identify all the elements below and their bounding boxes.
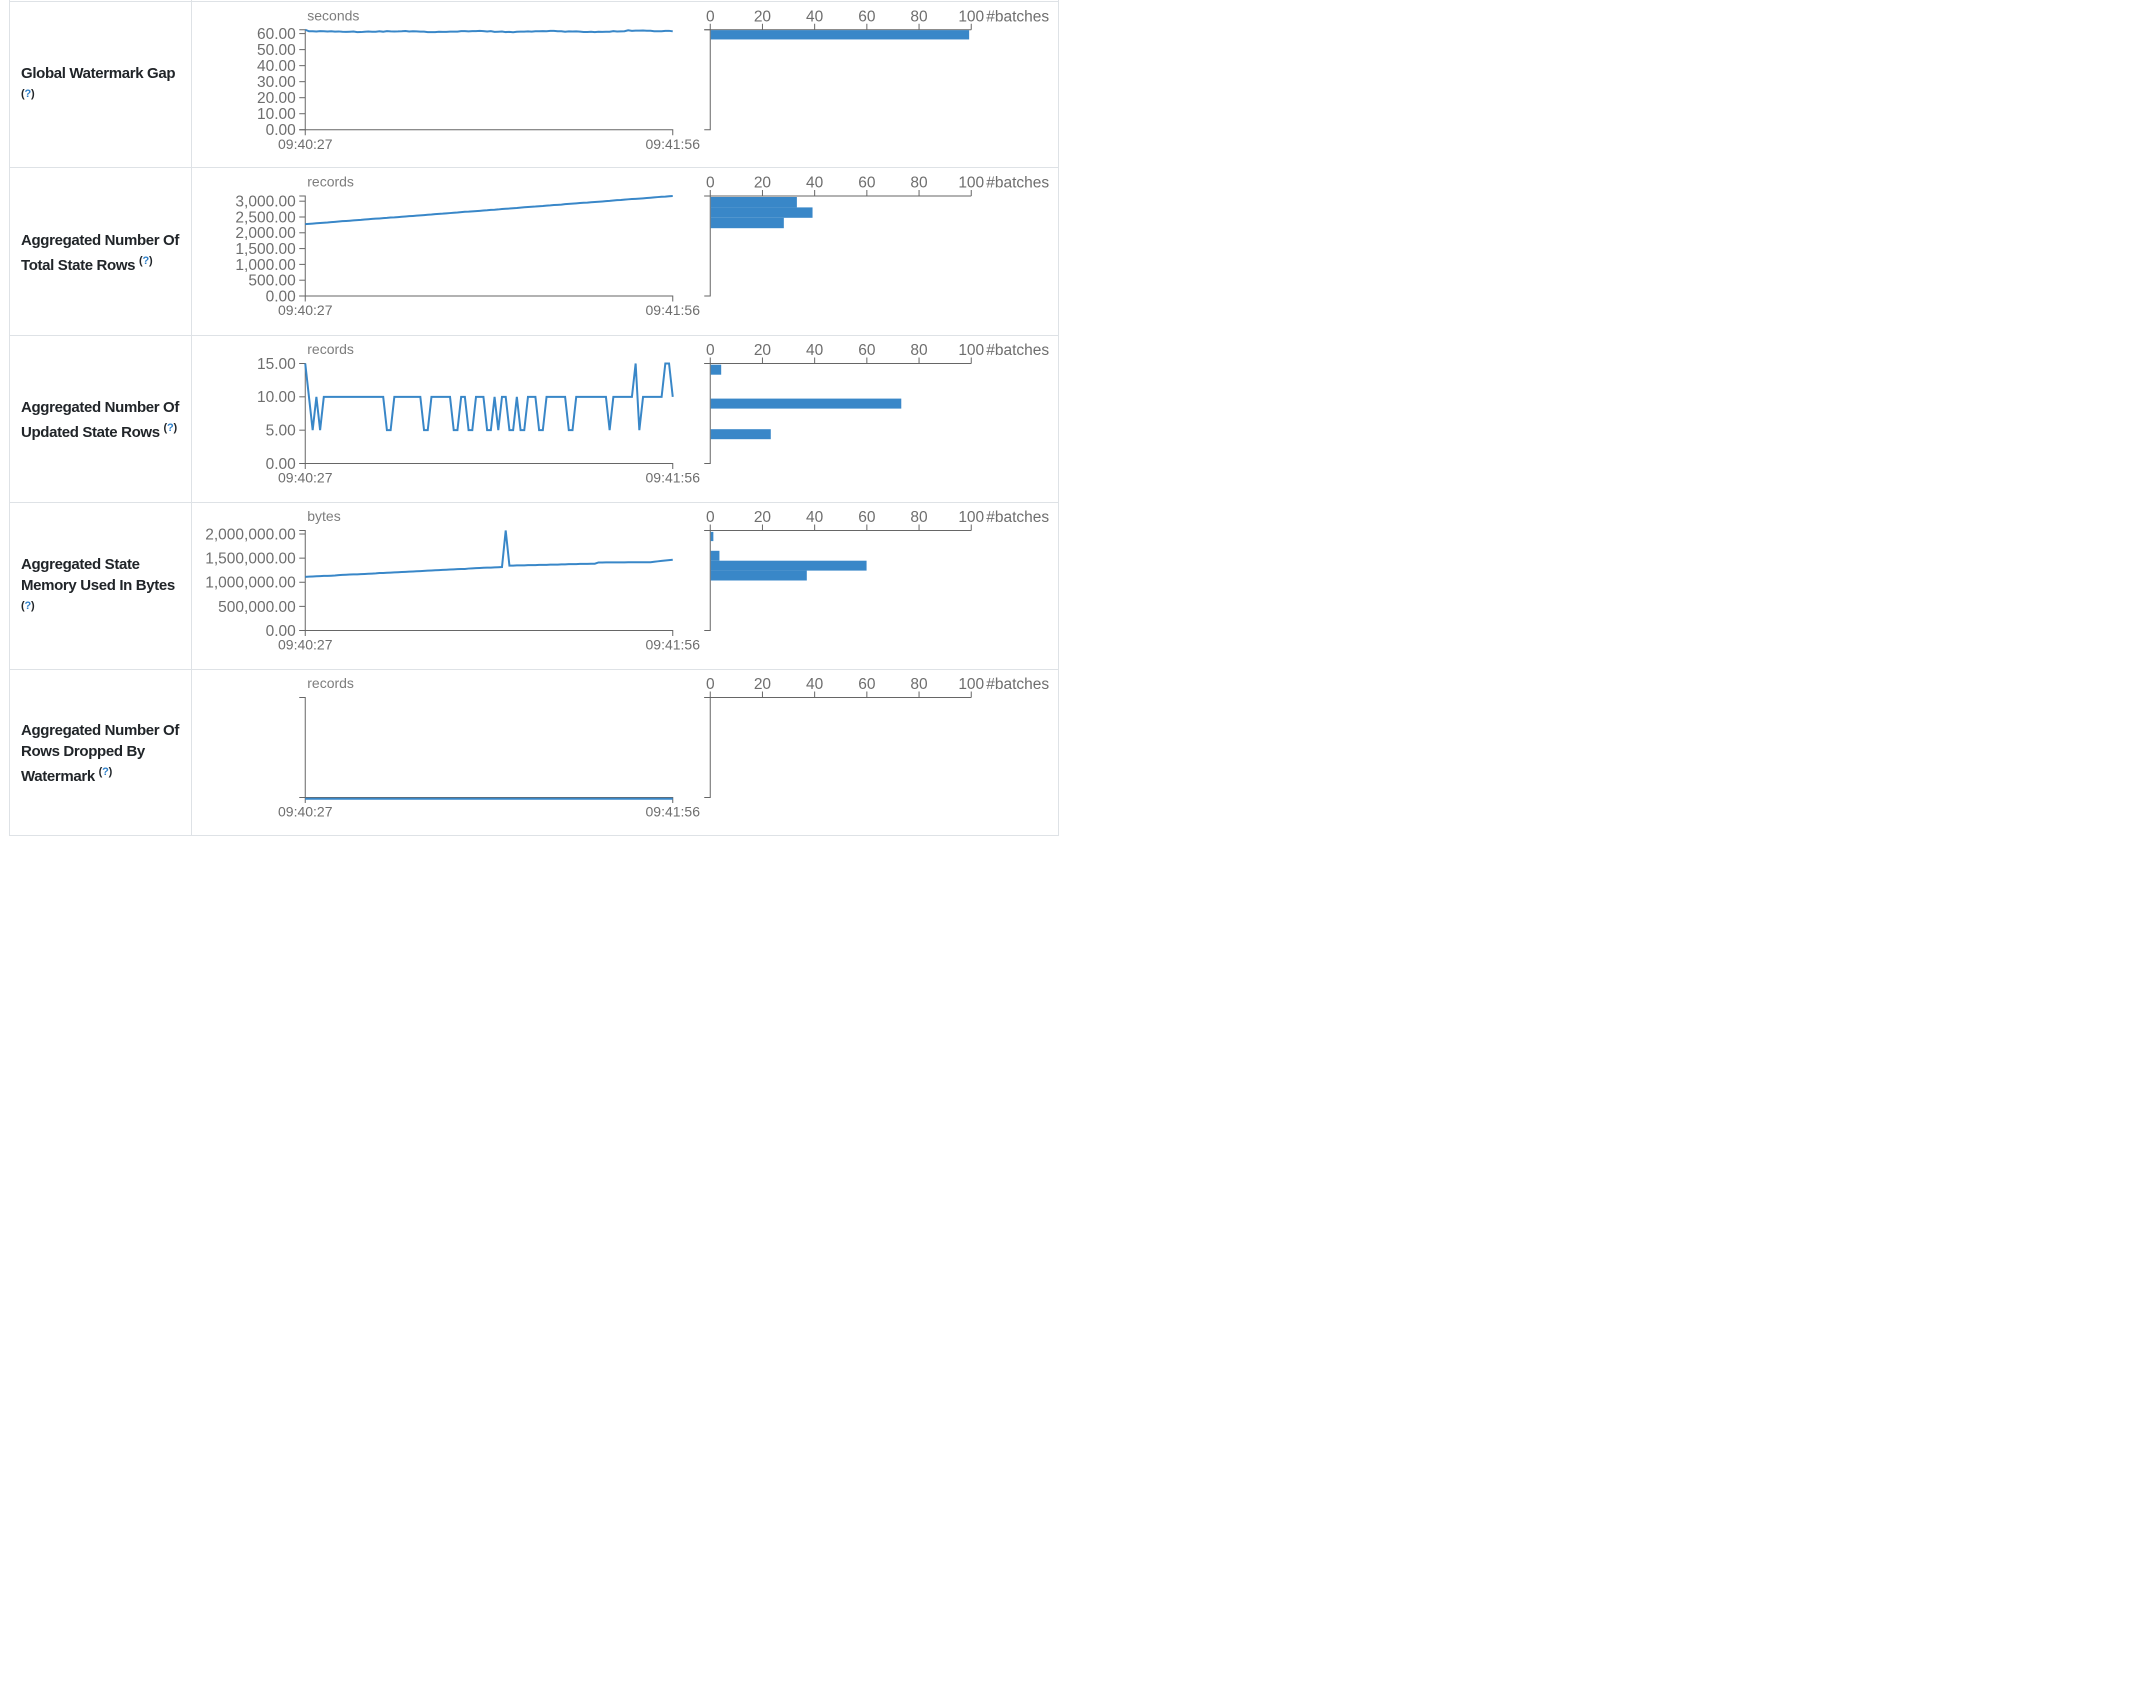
svg-text:09:41:56: 09:41:56 bbox=[646, 302, 701, 318]
svg-text:0: 0 bbox=[706, 509, 715, 526]
svg-text:40: 40 bbox=[806, 676, 824, 693]
svg-text:60.00: 60.00 bbox=[257, 26, 296, 43]
svg-text:100: 100 bbox=[958, 175, 984, 192]
svg-text:#batches: #batches bbox=[986, 509, 1049, 526]
svg-text:10.00: 10.00 bbox=[257, 106, 296, 123]
svg-text:100: 100 bbox=[958, 676, 984, 693]
svg-text:1,500,000.00: 1,500,000.00 bbox=[205, 551, 296, 568]
svg-text:09:41:56: 09:41:56 bbox=[646, 637, 701, 653]
svg-text:80: 80 bbox=[910, 676, 928, 693]
svg-text:09:41:56: 09:41:56 bbox=[646, 470, 701, 486]
svg-text:seconds: seconds bbox=[307, 7, 359, 23]
svg-text:#batches: #batches bbox=[986, 175, 1049, 192]
svg-text:80: 80 bbox=[910, 175, 928, 192]
svg-text:2,000.00: 2,000.00 bbox=[235, 225, 296, 242]
svg-text:0.00: 0.00 bbox=[266, 288, 297, 305]
svg-text:0: 0 bbox=[706, 676, 715, 693]
svg-text:80: 80 bbox=[910, 342, 928, 359]
svg-text:60: 60 bbox=[858, 509, 876, 526]
svg-text:0.00: 0.00 bbox=[266, 456, 297, 473]
svg-text:records: records bbox=[307, 341, 354, 357]
svg-text:15.00: 15.00 bbox=[257, 356, 296, 373]
svg-text:1,000.00: 1,000.00 bbox=[235, 257, 296, 274]
svg-text:bytes: bytes bbox=[307, 508, 340, 524]
svg-text:20.00: 20.00 bbox=[257, 90, 296, 107]
svg-text:500,000.00: 500,000.00 bbox=[218, 599, 296, 616]
svg-text:#batches: #batches bbox=[986, 342, 1049, 359]
svg-text:0.00: 0.00 bbox=[266, 623, 297, 640]
svg-text:500.00: 500.00 bbox=[248, 273, 296, 290]
svg-text:5.00: 5.00 bbox=[266, 423, 297, 440]
svg-text:50.00: 50.00 bbox=[257, 42, 296, 59]
svg-text:40: 40 bbox=[806, 175, 824, 192]
svg-text:60: 60 bbox=[858, 8, 876, 25]
svg-text:09:40:27: 09:40:27 bbox=[278, 302, 333, 318]
svg-text:1,500.00: 1,500.00 bbox=[235, 241, 296, 258]
svg-text:09:41:56: 09:41:56 bbox=[646, 804, 701, 820]
svg-text:2,500.00: 2,500.00 bbox=[235, 209, 296, 226]
svg-text:100: 100 bbox=[958, 342, 984, 359]
svg-text:0: 0 bbox=[706, 175, 715, 192]
svg-text:3,000.00: 3,000.00 bbox=[235, 194, 296, 211]
svg-text:20: 20 bbox=[754, 8, 772, 25]
svg-text:20: 20 bbox=[754, 175, 772, 192]
svg-text:20: 20 bbox=[754, 342, 772, 359]
svg-text:100: 100 bbox=[958, 8, 984, 25]
svg-text:80: 80 bbox=[910, 8, 928, 25]
svg-text:40: 40 bbox=[806, 342, 824, 359]
svg-text:80: 80 bbox=[910, 509, 928, 526]
svg-text:0: 0 bbox=[706, 342, 715, 359]
svg-text:09:40:27: 09:40:27 bbox=[278, 804, 333, 820]
svg-text:0.00: 0.00 bbox=[266, 122, 297, 139]
svg-text:60: 60 bbox=[858, 342, 876, 359]
svg-text:09:41:56: 09:41:56 bbox=[646, 136, 701, 152]
svg-text:60: 60 bbox=[858, 676, 876, 693]
svg-text:40: 40 bbox=[806, 8, 824, 25]
svg-text:10.00: 10.00 bbox=[257, 389, 296, 406]
svg-text:40: 40 bbox=[806, 509, 824, 526]
svg-text:60: 60 bbox=[858, 175, 876, 192]
svg-text:09:40:27: 09:40:27 bbox=[278, 470, 333, 486]
svg-text:records: records bbox=[307, 675, 354, 691]
svg-text:09:40:27: 09:40:27 bbox=[278, 136, 333, 152]
svg-text:1,000,000.00: 1,000,000.00 bbox=[205, 575, 296, 592]
svg-text:20: 20 bbox=[754, 676, 772, 693]
svg-text:20: 20 bbox=[754, 509, 772, 526]
svg-text:40.00: 40.00 bbox=[257, 58, 296, 75]
svg-text:0: 0 bbox=[706, 8, 715, 25]
svg-text:#batches: #batches bbox=[986, 676, 1049, 693]
svg-text:100: 100 bbox=[958, 509, 984, 526]
svg-text:30.00: 30.00 bbox=[257, 74, 296, 91]
svg-text:#batches: #batches bbox=[986, 8, 1049, 25]
svg-text:2,000,000.00: 2,000,000.00 bbox=[205, 526, 296, 543]
svg-text:09:40:27: 09:40:27 bbox=[278, 637, 333, 653]
svg-text:records: records bbox=[307, 174, 354, 190]
